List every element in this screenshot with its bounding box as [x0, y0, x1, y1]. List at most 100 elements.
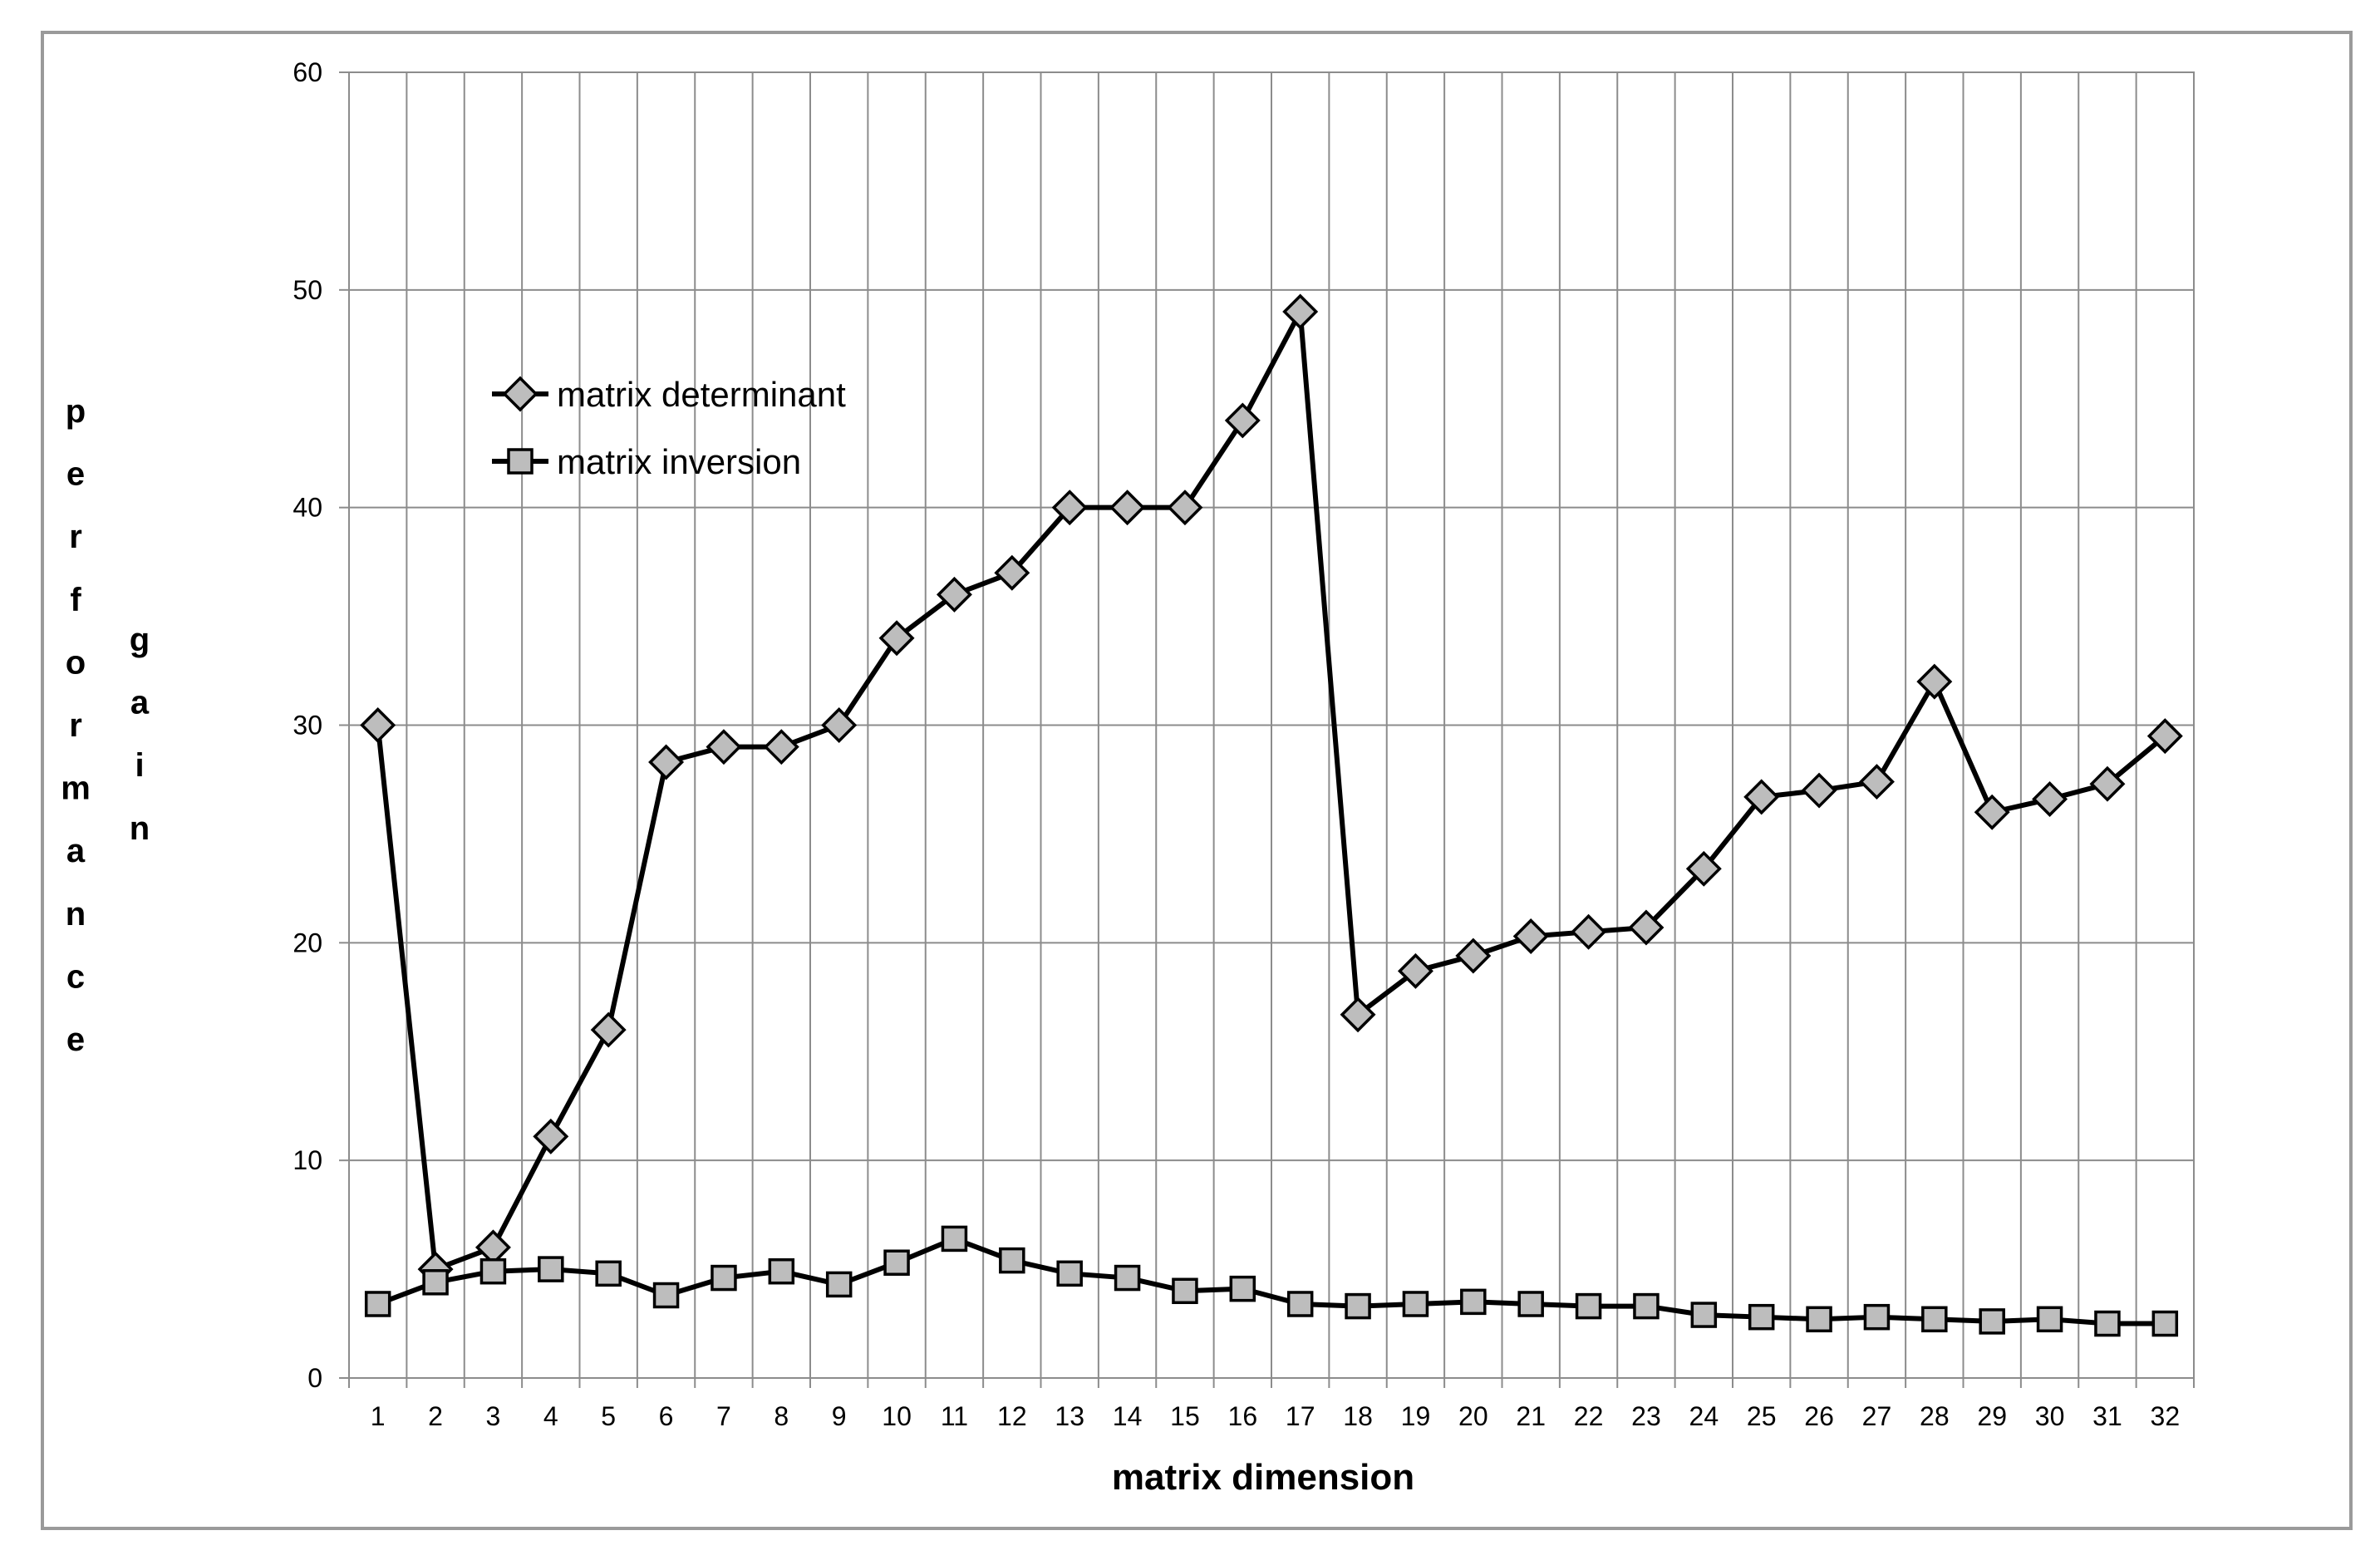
diamond-marker: [360, 707, 396, 743]
y-title-letter: e: [66, 1021, 85, 1058]
x-tick-label: 32: [2151, 1401, 2181, 1431]
y-title-letter: f: [70, 582, 81, 618]
square-marker: [941, 1225, 968, 1252]
legend-item: matrix inversion: [492, 442, 801, 481]
diamond-marker: [1397, 952, 1433, 989]
diamond-marker: [994, 554, 1030, 591]
y-title-letter: a: [66, 833, 86, 869]
diamond-marker: [1282, 293, 1319, 330]
x-tick-labels: 1 2 3 4 5 6 7 8 9 10 11 12 13 14 15 16 17 18 19 20 21 22 23 24 2…: [371, 1401, 2180, 1431]
square-marker: [1748, 1303, 1775, 1331]
y-title-letter: r: [69, 519, 82, 555]
x-tick-label: 8: [774, 1401, 789, 1431]
x-tick-label: 27: [1862, 1401, 1892, 1431]
x-tick-label: 2: [428, 1401, 443, 1431]
x-tick-label: 18: [1343, 1401, 1373, 1431]
square-marker: [825, 1271, 853, 1298]
diamond-marker: [878, 620, 915, 657]
square-marker: [2036, 1306, 2063, 1333]
diamond-marker: [1743, 779, 1780, 815]
x-tick-label: 23: [1631, 1401, 1661, 1431]
x-tick-label: 30: [2035, 1401, 2065, 1431]
y-tick-label: 60: [293, 57, 322, 87]
legend: matrix determinant matrix inversion: [492, 375, 846, 481]
diamond-marker: [1340, 997, 1376, 1033]
square-marker: [1806, 1306, 1832, 1333]
x-tick-label: 5: [601, 1401, 616, 1431]
diamond-marker: [1051, 490, 1088, 526]
square-marker: [479, 1257, 507, 1285]
x-tick-label: 4: [543, 1401, 558, 1431]
square-marker: [1921, 1306, 1948, 1333]
x-tick-label: 15: [1170, 1401, 1200, 1431]
y-title-letter: n: [66, 896, 86, 933]
diamond-marker: [706, 729, 742, 765]
diamond-marker: [2032, 781, 2068, 817]
square-marker: [1575, 1292, 1602, 1320]
square-marker: [1286, 1291, 1314, 1317]
diamond-marker: [1455, 938, 1492, 974]
square-marker: [1402, 1291, 1429, 1317]
legend-label: matrix inversion: [557, 442, 801, 481]
series-matrix-determinant: [360, 293, 2183, 1287]
square-marker: [595, 1260, 622, 1287]
square-marker: [1517, 1291, 1544, 1317]
x-tick-label: 25: [1747, 1401, 1777, 1431]
x-tick-label: 13: [1055, 1401, 1084, 1431]
y-title-letter: r: [69, 707, 82, 744]
x-tick-label: 28: [1920, 1401, 1950, 1431]
diamond-marker: [1685, 850, 1722, 887]
square-marker: [1633, 1292, 1660, 1320]
legend-label: matrix determinant: [557, 375, 846, 414]
y-tick-label: 40: [293, 493, 322, 523]
diamond-marker: [1974, 794, 2010, 830]
diamond-marker: [2146, 718, 2183, 755]
y-title-letter: o: [66, 644, 86, 681]
square-marker: [1345, 1292, 1371, 1320]
x-tick-label: 21: [1516, 1401, 1546, 1431]
x-tick-label: 29: [1977, 1401, 2007, 1431]
legend-diamond-marker: [502, 376, 538, 412]
x-tick-label: 12: [997, 1401, 1027, 1431]
y-title-letter: a: [130, 685, 150, 721]
x-tick-label: 20: [1458, 1401, 1488, 1431]
x-tick-label: 3: [486, 1401, 501, 1431]
square-marker: [1979, 1308, 2005, 1335]
y-title-letter: m: [61, 770, 91, 807]
square-marker: [2094, 1310, 2121, 1337]
x-tick-label: 9: [832, 1401, 847, 1431]
diamond-marker: [936, 576, 972, 613]
x-tick-label: 31: [2092, 1401, 2122, 1431]
x-tick-label: 7: [716, 1401, 731, 1431]
series-matrix-inversion: [364, 1225, 2179, 1337]
square-marker: [883, 1249, 910, 1276]
x-axis-title: matrix dimension: [1112, 1457, 1414, 1498]
x-tick-label: 26: [1804, 1401, 1834, 1431]
y-tick-label: 10: [293, 1145, 322, 1175]
square-marker: [2151, 1310, 2179, 1337]
y-title-letter: g: [130, 622, 150, 658]
square-marker: [538, 1256, 564, 1282]
x-tick-label: 22: [1574, 1401, 1604, 1431]
diamond-marker: [1109, 490, 1146, 526]
series-lines: [360, 293, 2183, 1337]
diamond-marker: [763, 729, 799, 765]
diamond-marker: [648, 744, 685, 780]
y-title-letter: p: [66, 393, 86, 430]
square-marker: [1114, 1264, 1141, 1292]
legend-square-marker: [507, 448, 534, 475]
diamond-marker: [1801, 772, 1837, 809]
legend-item: matrix determinant: [492, 375, 846, 414]
square-marker: [652, 1282, 680, 1309]
x-tick-label: 24: [1689, 1401, 1719, 1431]
diamond-marker: [821, 707, 858, 743]
square-marker: [1229, 1275, 1256, 1302]
x-tick-label: 11: [941, 1401, 968, 1431]
diamond-marker: [590, 1011, 627, 1048]
x-tick-label: 17: [1286, 1401, 1315, 1431]
square-marker: [768, 1257, 795, 1285]
